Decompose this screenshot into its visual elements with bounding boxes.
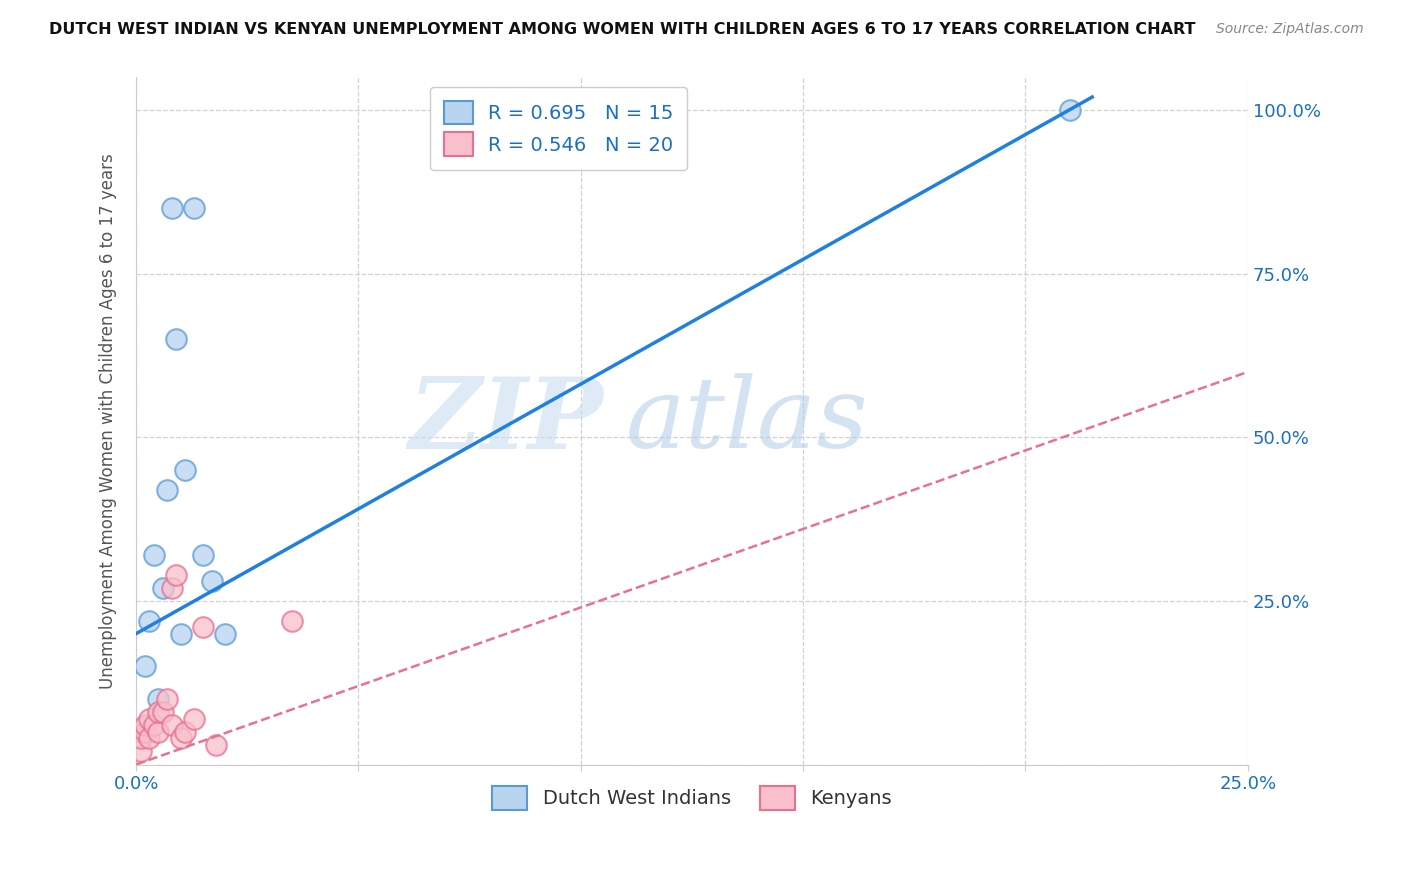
Point (169, 626, 191, 640)
Point (165, 332, 187, 346)
Point (160, 202, 183, 216)
Text: ZIP: ZIP (408, 373, 603, 469)
Point (281, 614, 304, 628)
Point (160, 581, 183, 595)
Point (1059, 103, 1081, 117)
Point (156, 692, 179, 706)
Point (138, 712, 160, 726)
Point (191, 620, 214, 634)
Point (142, 718, 165, 732)
Point (174, 463, 197, 477)
Point (148, 692, 170, 706)
Y-axis label: Unemployment Among Women with Children Ages 6 to 17 years: Unemployment Among Women with Children A… (100, 153, 117, 689)
Point (148, 724, 170, 739)
Point (129, 731, 152, 746)
Point (152, 705, 174, 719)
Point (138, 614, 160, 628)
Point (148, 705, 170, 719)
Point (129, 744, 152, 758)
Point (191, 548, 214, 562)
Point (142, 548, 165, 562)
Point (160, 718, 183, 732)
Point (134, 659, 156, 673)
Point (134, 724, 156, 739)
Point (169, 731, 191, 746)
Legend: Dutch West Indians, Kenyans: Dutch West Indians, Kenyans (478, 772, 905, 823)
Point (134, 718, 156, 732)
Text: atlas: atlas (626, 374, 868, 468)
Point (152, 581, 174, 595)
Text: Source: ZipAtlas.com: Source: ZipAtlas.com (1216, 22, 1364, 37)
Point (183, 202, 205, 216)
Point (201, 574, 224, 589)
Point (183, 712, 205, 726)
Text: DUTCH WEST INDIAN VS KENYAN UNEMPLOYMENT AMONG WOMEN WITH CHILDREN AGES 6 TO 17 : DUTCH WEST INDIAN VS KENYAN UNEMPLOYMENT… (49, 22, 1195, 37)
Point (214, 626, 236, 640)
Point (156, 483, 179, 497)
Point (165, 567, 187, 582)
Point (174, 724, 197, 739)
Point (205, 738, 228, 752)
Point (138, 731, 160, 746)
